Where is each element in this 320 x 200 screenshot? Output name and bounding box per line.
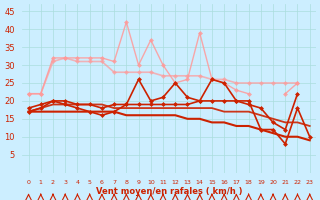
- X-axis label: Vent moyen/en rafales ( km/h ): Vent moyen/en rafales ( km/h ): [96, 187, 242, 196]
